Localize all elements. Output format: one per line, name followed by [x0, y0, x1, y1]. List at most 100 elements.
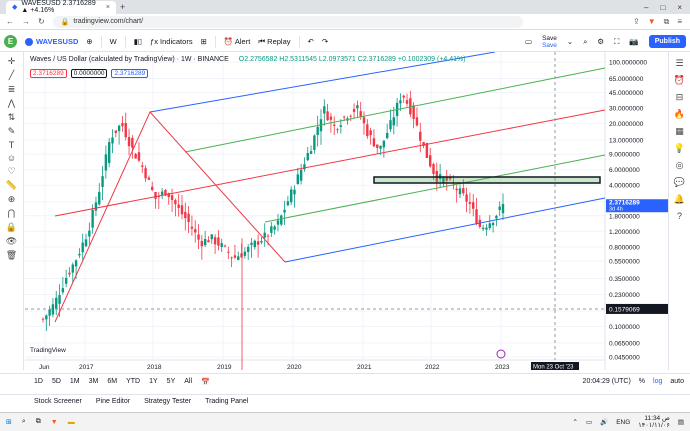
redo-icon[interactable]: ↷ — [321, 37, 329, 46]
extensions-icon[interactable]: ⧉ — [663, 16, 670, 26]
task-view-icon[interactable]: ⧉ — [35, 418, 41, 425]
delete-icon[interactable]: 🗑 — [5, 250, 18, 260]
x-tick-label: 2020 — [287, 364, 302, 370]
lock-drawings-icon[interactable]: 🔒 — [5, 222, 18, 232]
panel-tab-trading-panel[interactable]: Trading Panel — [205, 398, 249, 405]
brave-taskbar-icon[interactable]: ▼ — [50, 418, 58, 426]
range-6m-button[interactable]: 6M — [107, 378, 118, 385]
share-icon[interactable]: ⇪ — [632, 16, 640, 26]
volume-icon[interactable]: 🔊 — [600, 419, 609, 426]
quick-search-icon[interactable]: ⌕ — [583, 36, 588, 46]
notification-center-icon[interactable]: ▤ — [677, 419, 684, 426]
candle-body — [167, 192, 170, 198]
interval-button[interactable]: W — [109, 37, 117, 46]
y-tick-label: 0.3500000 — [609, 276, 640, 283]
candle-body — [465, 194, 468, 202]
streams-icon[interactable]: ◎ — [675, 160, 684, 170]
range-1d-button[interactable]: 1D — [34, 378, 43, 385]
hide-drawings-icon[interactable]: 👁 — [5, 236, 18, 246]
menu-icon[interactable]: ≡ — [677, 16, 682, 26]
layout-icon[interactable]: ▭ — [524, 37, 533, 46]
heart-icon[interactable]: ♡ — [7, 166, 16, 176]
calendar-icon[interactable]: ▦ — [675, 126, 684, 136]
legend-value-buy[interactable]: 2.3716289 — [111, 69, 149, 78]
notifications-icon[interactable]: 🔔 — [673, 194, 686, 204]
help-icon[interactable]: ? — [676, 211, 682, 221]
chats-icon[interactable]: 💬 — [673, 177, 686, 187]
zoom-in-icon[interactable]: ⊕ — [7, 194, 16, 204]
percent-toggle[interactable]: % — [638, 378, 646, 385]
magnet-icon[interactable]: ⋂ — [7, 208, 16, 218]
legend-value-sell[interactable]: 2.3716289 — [30, 69, 67, 78]
user-avatar[interactable]: E — [4, 35, 17, 48]
fullscreen-icon[interactable]: ⛶ — [614, 36, 620, 46]
save-dropdown-icon[interactable]: ⌄ — [566, 37, 574, 46]
minimize-icon[interactable]: – — [644, 2, 649, 12]
windows-start-icon[interactable]: ⊞ — [6, 419, 12, 426]
publish-button[interactable]: Publish — [648, 35, 686, 48]
indicators-button[interactable]: ƒx Indicators — [150, 37, 193, 46]
forward-icon[interactable]: → — [22, 17, 30, 26]
range-5d-button[interactable]: 5D — [51, 378, 61, 385]
range-all-button[interactable]: All — [184, 378, 193, 385]
url-field[interactable]: 🔒 tradingview.com/chart/ — [52, 15, 523, 28]
panel-tab-pine-editor[interactable]: Pine Editor — [95, 398, 131, 405]
undo-icon[interactable]: ↶ — [307, 37, 314, 46]
candle-body — [121, 123, 124, 127]
crosshair-icon[interactable]: ✛ — [7, 56, 16, 66]
panel-tab-strategy-tester[interactable]: Strategy Tester — [144, 398, 192, 405]
current-price-label: 2.3716289 — [609, 200, 640, 207]
hotlists-icon[interactable]: 🔥 — [673, 109, 686, 119]
search-icon[interactable]: ⌕ — [21, 418, 26, 425]
watchlist-icon[interactable]: ☰ — [675, 58, 684, 68]
file-explorer-icon[interactable]: ▬ — [67, 418, 75, 426]
range-1m-button[interactable]: 1M — [69, 378, 80, 385]
close-window-icon[interactable]: × — [677, 2, 682, 12]
panel-tab-stock-screener[interactable]: Stock Screener — [34, 398, 82, 405]
ruler-icon[interactable]: 📏 — [5, 180, 18, 190]
range-1y-button[interactable]: 1Y — [149, 378, 158, 385]
icons-tool-icon[interactable]: ☺ — [6, 153, 17, 163]
browser-tab[interactable]: ◆ WAVESUSD 2.3716289 ▲ +4.16% × — [6, 0, 116, 14]
camera-icon[interactable]: 📷 — [629, 37, 639, 46]
candle-body — [422, 142, 425, 146]
text-icon[interactable]: T — [8, 140, 15, 150]
ideas-icon[interactable]: 💡 — [673, 143, 686, 153]
log-toggle[interactable]: log — [653, 378, 663, 385]
pattern-icon[interactable]: ⋀ — [7, 98, 16, 108]
candle-body — [309, 151, 313, 154]
x-tick-label: 2023 — [495, 364, 510, 370]
alerts-icon[interactable]: ⏰ — [673, 75, 686, 85]
symbol-search-button[interactable]: WAVESUSD — [25, 37, 78, 46]
goto-date-icon[interactable]: 📅 — [201, 378, 210, 386]
reload-icon[interactable]: ↻ — [38, 17, 45, 26]
fib-icon[interactable]: ≣ — [7, 84, 16, 94]
candle-body — [313, 135, 316, 151]
brave-shield-icon[interactable]: ▼ — [647, 16, 656, 26]
maximize-icon[interactable]: □ — [660, 2, 666, 12]
brush-icon[interactable]: ✎ — [7, 126, 16, 136]
close-tab-icon[interactable]: × — [105, 3, 110, 11]
range-3m-button[interactable]: 3M — [88, 378, 99, 385]
data-window-icon[interactable]: ⊟ — [675, 92, 684, 102]
chart-type-icon[interactable]: ▮▯ — [133, 37, 143, 46]
replay-button[interactable]: ⏮ Replay — [258, 36, 291, 46]
settings-icon[interactable]: ⚙ — [597, 37, 605, 46]
back-icon[interactable]: ← — [6, 17, 14, 26]
new-tab-icon[interactable]: + — [120, 2, 126, 12]
language-indicator[interactable]: ENG — [616, 418, 631, 426]
templates-icon[interactable]: ⊞ — [200, 37, 207, 46]
range-ytd-button[interactable]: YTD — [126, 378, 141, 385]
candle-body — [94, 202, 98, 211]
range-5y-button[interactable]: 5Y — [166, 378, 176, 385]
trend-line-icon[interactable]: ╱ — [8, 70, 15, 80]
price-chart[interactable]: 100.0000000 65.0000000 45.0000000 30.000000… — [25, 52, 668, 370]
compare-add-icon[interactable]: ⊕ — [86, 37, 93, 46]
alert-button[interactable]: ⏰ Alert — [223, 37, 251, 46]
prediction-icon[interactable]: ⇅ — [7, 112, 16, 122]
auto-toggle[interactable]: auto — [670, 378, 684, 385]
taskbar-clock[interactable]: 11:34 ص ۱۴۰۱/۱۱/۰۶ — [638, 415, 670, 429]
tray-chevron-icon[interactable]: ⌃ — [572, 419, 578, 426]
network-icon[interactable]: ▭ — [585, 419, 593, 426]
save-button[interactable]: Save Save — [542, 34, 557, 49]
